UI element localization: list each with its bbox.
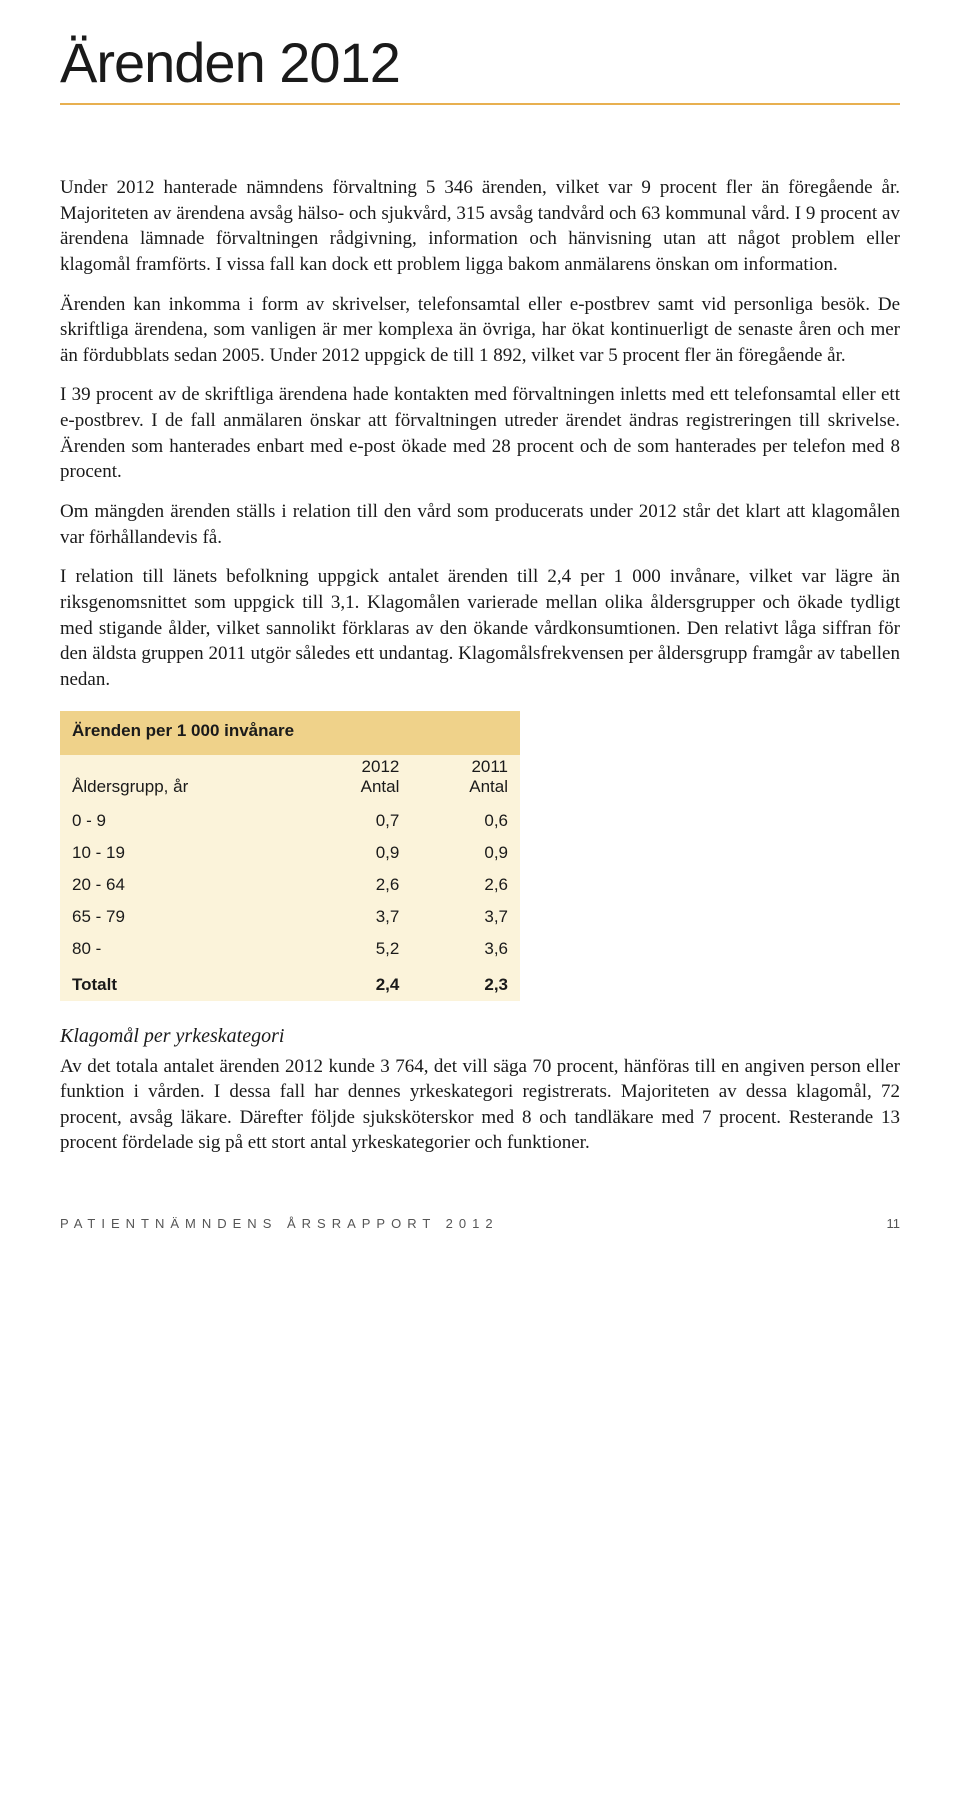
table-row: 20 - 64 2,6 2,6: [60, 869, 520, 901]
footer-text: PATIENTNÄMNDENS ÅRSRAPPORT 2012: [60, 1216, 499, 1231]
table-row: 10 - 19 0,9 0,9: [60, 837, 520, 869]
col-sub-1: Antal: [303, 777, 412, 805]
cell-value: 0,9: [411, 837, 520, 869]
table-title: Ärenden per 1 000 invånare: [60, 711, 520, 755]
cell-label: 65 - 79: [60, 901, 303, 933]
table-body: 0 - 9 0,7 0,6 10 - 19 0,9 0,9 20 - 64 2,…: [60, 805, 520, 1001]
cell-value: 3,7: [303, 901, 412, 933]
table-row: 80 - 5,2 3,6: [60, 933, 520, 965]
cell-value: 0,7: [303, 805, 412, 837]
body-text: Under 2012 hanterade nämndens förvaltnin…: [60, 175, 900, 693]
table-row-total: Totalt 2,4 2,3: [60, 965, 520, 1001]
data-table-container: Ärenden per 1 000 invånare 2012 2011 Åld…: [60, 711, 520, 1001]
cell-value: 5,2: [303, 933, 412, 965]
cell-label: 20 - 64: [60, 869, 303, 901]
cell-label: 10 - 19: [60, 837, 303, 869]
cell-value: 2,4: [303, 965, 412, 1001]
paragraph: Ärenden kan inkomma i form av skrivelser…: [60, 292, 900, 369]
cell-label: Totalt: [60, 965, 303, 1001]
cell-value: 3,7: [411, 901, 520, 933]
table-row: 0 - 9 0,7 0,6: [60, 805, 520, 837]
cell-value: 0,6: [411, 805, 520, 837]
paragraph: Om mängden ärenden ställs i relation til…: [60, 499, 900, 550]
paragraph: I relation till länets befolkning uppgic…: [60, 564, 900, 692]
cell-label: 80 -: [60, 933, 303, 965]
paragraph: Under 2012 hanterade nämndens förvaltnin…: [60, 175, 900, 278]
subsection-heading: Klagomål per yrkeskategori: [60, 1025, 900, 1048]
col-left-label: Åldersgrupp, år: [60, 777, 303, 805]
cell-value: 2,6: [411, 869, 520, 901]
page-title: Ärenden 2012: [60, 30, 900, 105]
cell-value: 2,3: [411, 965, 520, 1001]
table-head: 2012 2011 Åldersgrupp, år Antal Antal: [60, 755, 520, 805]
data-table: 2012 2011 Åldersgrupp, år Antal Antal 0 …: [60, 755, 520, 1001]
page-footer: PATIENTNÄMNDENS ÅRSRAPPORT 2012 11: [60, 1216, 900, 1231]
table-row: 65 - 79 3,7 3,7: [60, 901, 520, 933]
page-number: 11: [887, 1216, 901, 1231]
cell-value: 2,6: [303, 869, 412, 901]
paragraph: I 39 procent av de skriftliga ärendena h…: [60, 382, 900, 485]
col-year-2: 2011: [411, 755, 520, 777]
col-year-1: 2012: [303, 755, 412, 777]
cell-value: 3,6: [411, 933, 520, 965]
cell-value: 0,9: [303, 837, 412, 869]
subsection-body: Av det totala antalet ärenden 2012 kunde…: [60, 1054, 900, 1157]
cell-label: 0 - 9: [60, 805, 303, 837]
paragraph: Av det totala antalet ärenden 2012 kunde…: [60, 1054, 900, 1157]
col-sub-2: Antal: [411, 777, 520, 805]
